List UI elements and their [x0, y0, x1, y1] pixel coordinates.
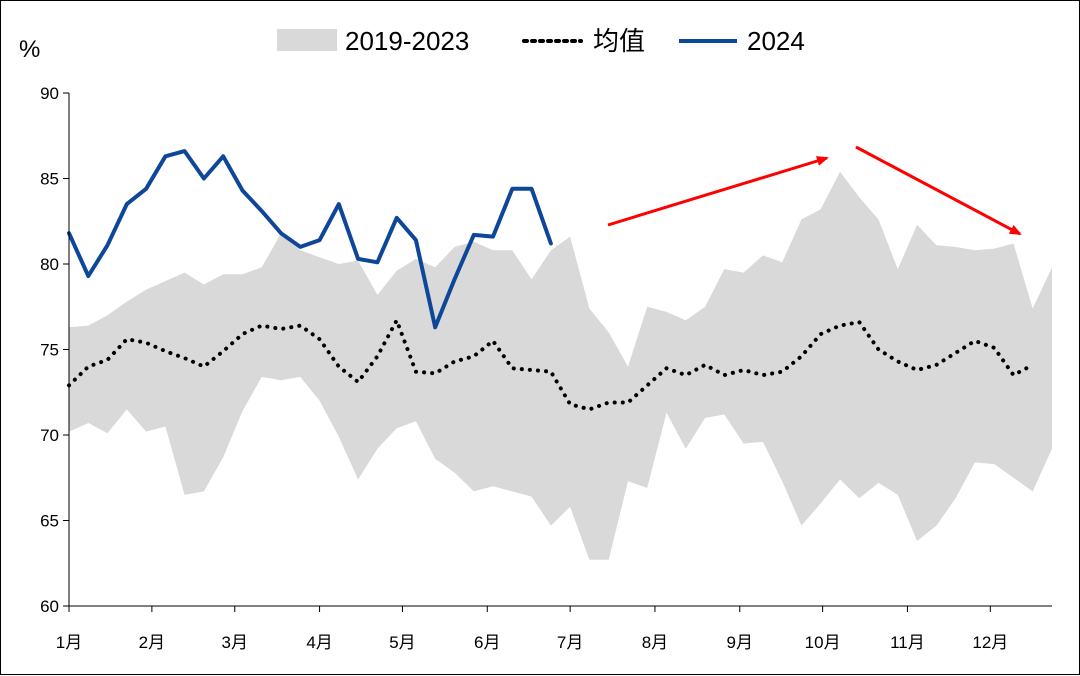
- x-tick-label: 10月: [805, 633, 841, 652]
- y-tick-label: 80: [40, 255, 59, 274]
- x-tick-label: 4月: [306, 633, 332, 652]
- x-tick-label: 2月: [139, 633, 165, 652]
- band-layer: [69, 171, 1052, 560]
- x-tick-label: 5月: [389, 633, 415, 652]
- x-tick-label: 3月: [222, 633, 248, 652]
- y-tick-label: 75: [40, 341, 59, 360]
- legend: 2019-2023 均值 2024: [277, 26, 805, 56]
- x-tick-label: 8月: [642, 633, 668, 652]
- legend-label-band: 2019-2023: [345, 26, 469, 56]
- line-2024-layer: [67, 149, 553, 330]
- x-tick-label: 11月: [890, 633, 925, 652]
- band-2019-2023: [69, 171, 1052, 560]
- y-tick-label: 70: [40, 426, 59, 445]
- series-2024-line: [67, 149, 553, 330]
- legend-band-swatch: [277, 29, 337, 51]
- trend-arrow-up: [607, 156, 829, 227]
- x-tick-label: 6月: [474, 633, 500, 652]
- x-tick-label: 9月: [727, 633, 753, 652]
- trend-arrow-down: [855, 145, 1022, 236]
- x-tick-label: 1月: [56, 633, 82, 652]
- y-tick-label: 90: [40, 84, 59, 103]
- legend-label-2024: 2024: [747, 26, 805, 56]
- axes: 60 65 70 75 80 85 90 1月 2月 3月 4月 5月 6月 7月 8月 9月 10月 11月 12…: [40, 84, 1052, 652]
- y-tick-label: 60: [40, 597, 59, 616]
- y-tick-label: 65: [40, 512, 59, 531]
- legend-label-mean: 均值: [593, 26, 645, 56]
- x-tick-label: 7月: [557, 633, 583, 652]
- y-axis-unit: %: [19, 36, 40, 63]
- x-tick-label: 12月: [972, 633, 1008, 652]
- y-tick-label: 85: [40, 170, 59, 189]
